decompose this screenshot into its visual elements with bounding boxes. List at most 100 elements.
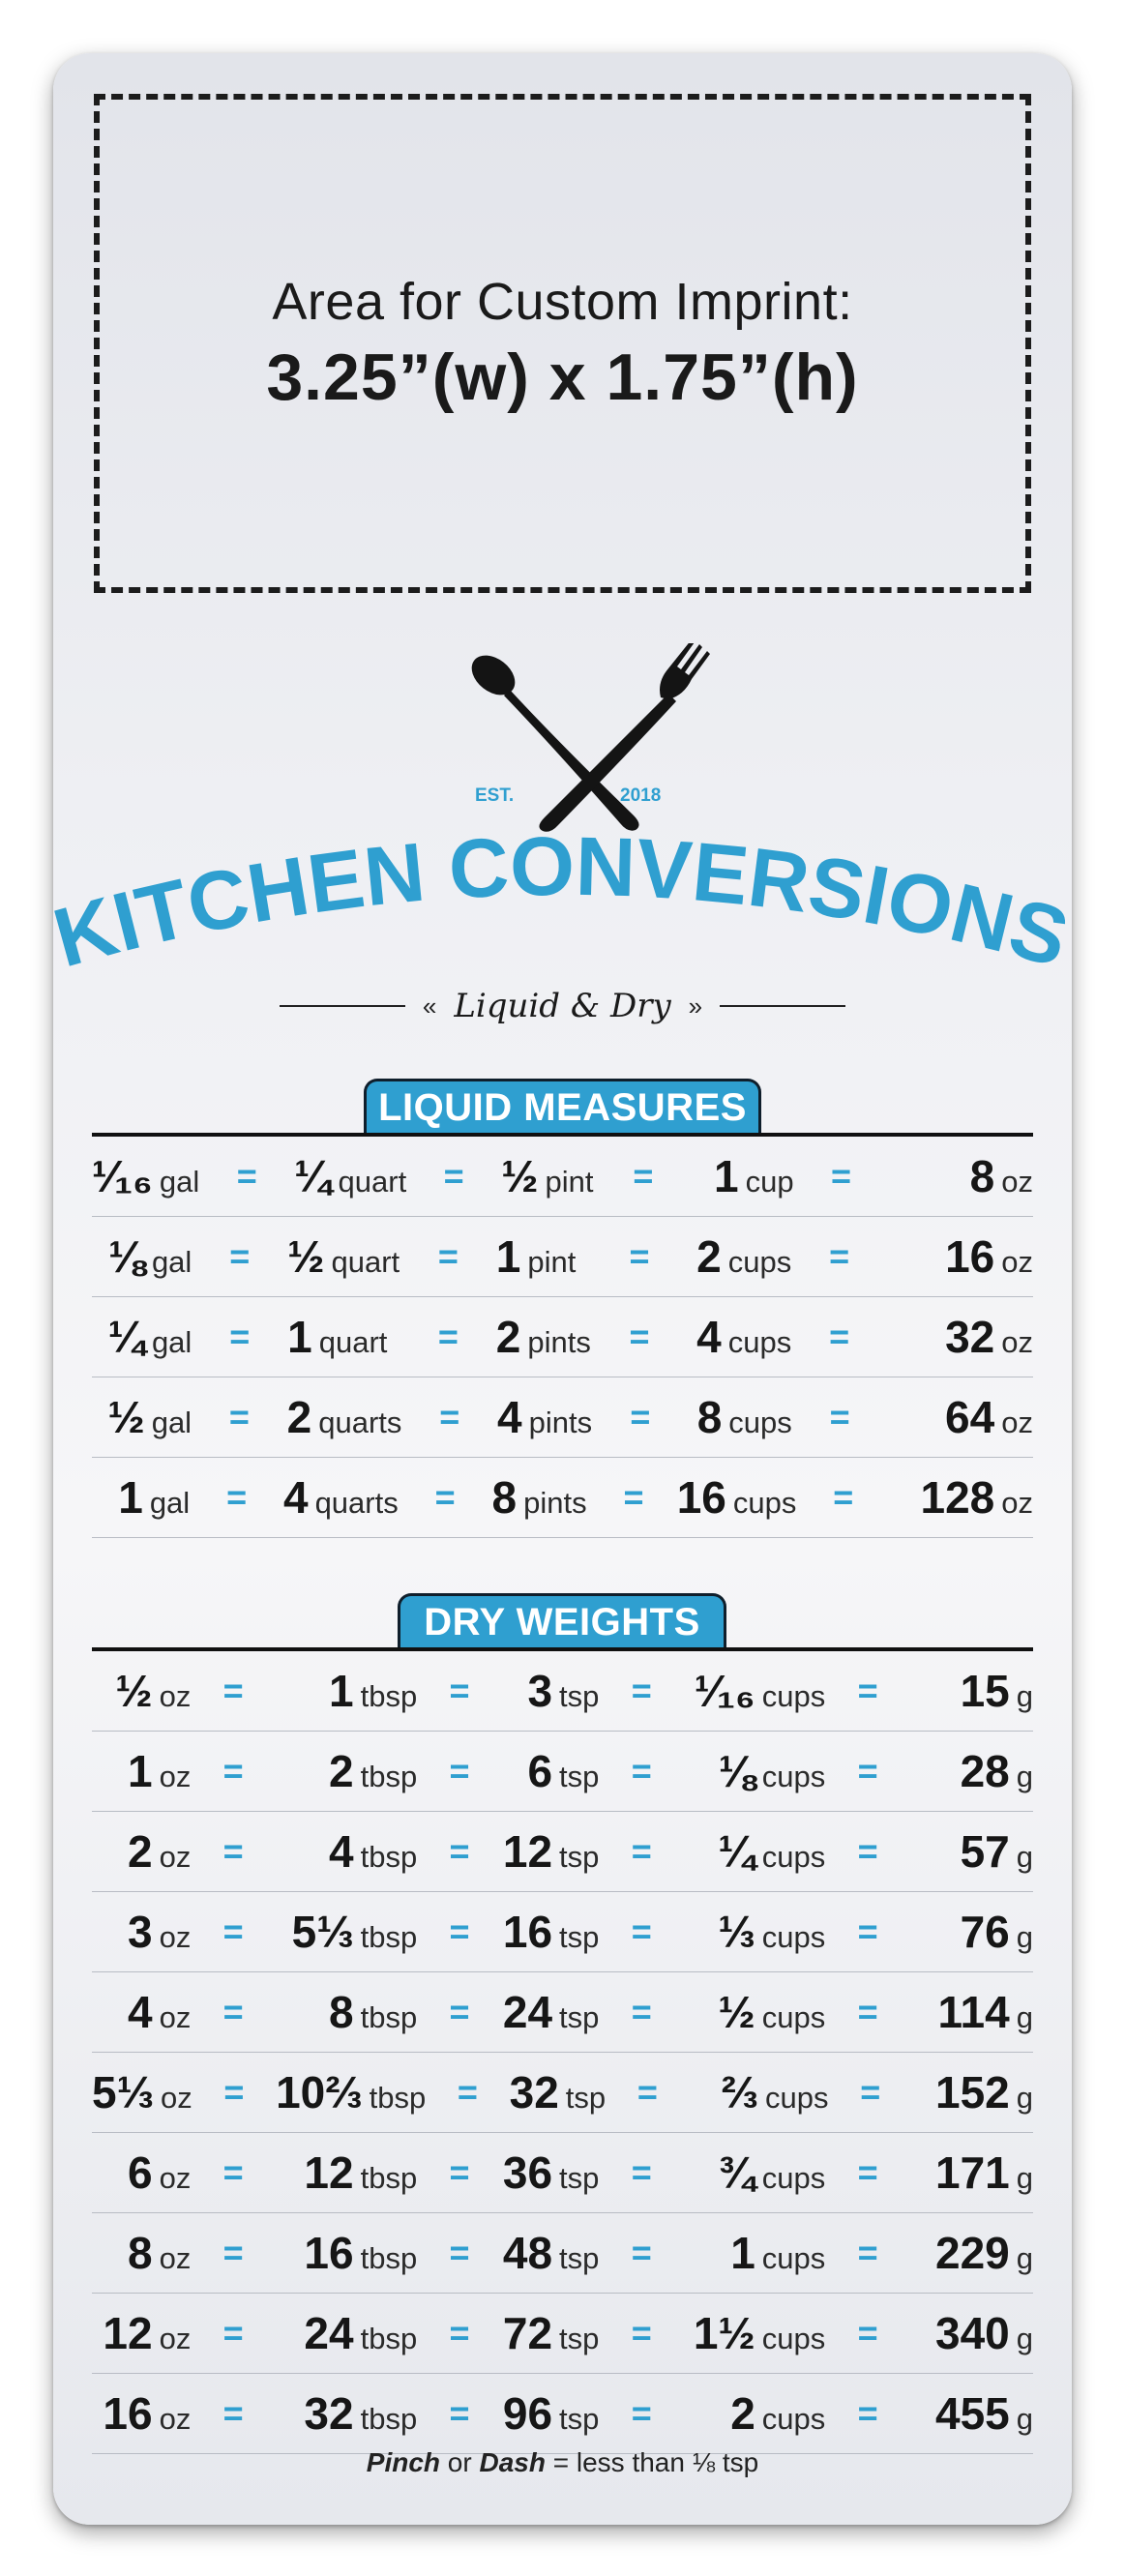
table-cell: 229 g — [910, 2227, 1033, 2279]
cell-value: 1 — [495, 1231, 521, 1282]
equals-sign: = — [623, 1477, 644, 1517]
table-cell: 1½ cups — [684, 2307, 825, 2359]
table-cell: 15 g — [910, 1665, 1033, 1717]
equals-sign: = — [449, 2313, 470, 2353]
table-cell: 8 oz — [92, 2227, 191, 2279]
cell-value: 152 — [935, 2067, 1010, 2117]
cell-unit: pint — [527, 1245, 577, 1279]
cell-value: 57 — [960, 1826, 1010, 1877]
table-cell: 6 tsp — [502, 1745, 600, 1797]
pinch-label: Pinch — [366, 2447, 441, 2477]
cell-unit: oz — [1001, 1406, 1033, 1439]
table-cell: 64 oz — [887, 1391, 1033, 1443]
custom-imprint-area: Area for Custom Imprint: 3.25”(w) x 1.75… — [94, 94, 1031, 593]
cell-unit: tsp — [559, 1760, 600, 1793]
equals-sign: = — [629, 1236, 650, 1276]
table-cell: 72 tsp — [502, 2307, 600, 2359]
equals-sign: = — [229, 1317, 251, 1356]
cell-unit: g — [1016, 2081, 1033, 2115]
equals-sign: = — [449, 2152, 470, 2192]
dry-weights-table: ½ oz = 1 tbsp = 3 tsp = ¹⁄₁₆ cups = 15 g 1 oz = 2 tbsp = 6 ts… — [92, 1651, 1033, 2454]
table-row: 1 gal = 4 quarts = 8 pints = 16 cups = 128 oz — [92, 1458, 1033, 1538]
year-label: 2018 — [620, 785, 662, 806]
cell-unit: cups — [727, 1245, 792, 1279]
est-label: EST. — [475, 785, 515, 806]
cell-value: 16 — [304, 2228, 354, 2278]
equals-sign: = — [222, 2233, 244, 2272]
equals-sign: = — [457, 2072, 478, 2112]
table-cell: 2 cups — [684, 2387, 825, 2440]
equals-sign: = — [629, 1317, 650, 1356]
cell-value: ½ — [501, 1151, 539, 1201]
equals-sign: = — [831, 1156, 852, 1196]
cell-value: 6 — [127, 2147, 153, 2198]
table-cell: 1 pint — [496, 1230, 592, 1283]
cell-value: ⅛ — [718, 1746, 755, 1796]
cell-unit: oz — [159, 2161, 192, 2195]
cell-unit: quart — [338, 1165, 407, 1199]
conversion-chart-magnet: Area for Custom Imprint: 3.25”(w) x 1.75… — [53, 53, 1072, 2525]
cell-value: ½ — [107, 1392, 145, 1442]
cell-value: 2 — [730, 2388, 755, 2439]
equals-sign: = — [857, 2313, 878, 2353]
cell-value: 8 — [696, 1392, 723, 1442]
cell-value: 3 — [127, 1907, 153, 1957]
cell-unit: g — [1016, 1679, 1033, 1713]
cell-unit: oz — [1001, 1325, 1033, 1359]
table-cell: 10⅔ tbsp — [276, 2066, 426, 2118]
cell-unit: oz — [159, 1920, 192, 1954]
cell-unit: gal — [151, 1245, 192, 1279]
cell-value: 72 — [502, 2308, 553, 2358]
table-cell: 171 g — [910, 2147, 1033, 2199]
equals-sign: = — [633, 1156, 654, 1196]
table-cell: 5⅓ oz — [92, 2066, 192, 2118]
table-cell: 4 quarts — [283, 1471, 399, 1524]
equals-sign: = — [449, 1831, 470, 1871]
cell-value: 10⅔ — [276, 2067, 363, 2117]
cell-unit: cups — [761, 1840, 826, 1874]
title-text: KITCHEN CONVERSIONS — [53, 820, 1072, 986]
cell-unit: oz — [159, 1840, 192, 1874]
table-cell: 114 g — [910, 1986, 1033, 2038]
table-cell: 1 quart — [287, 1311, 400, 1363]
cell-unit: gal — [149, 1486, 191, 1520]
table-cell: ¹⁄₁₆ gal — [92, 1150, 199, 1202]
equals-sign: = — [222, 1751, 244, 1791]
cell-value: ¼ — [107, 1312, 145, 1362]
cell-value: 32 — [945, 1312, 995, 1362]
dry-header-rule — [92, 1647, 1033, 1651]
equals-sign: = — [449, 1671, 470, 1710]
cell-value: ¾ — [718, 2147, 755, 2198]
cell-value: 455 — [934, 2388, 1010, 2439]
equals-sign: = — [631, 2233, 652, 2272]
table-cell: 57 g — [910, 1825, 1033, 1878]
cell-unit: tbsp — [360, 2241, 418, 2275]
dry-weights-header: DRY WEIGHTS — [398, 1593, 726, 1649]
table-cell: 16 tsp — [502, 1906, 600, 1958]
spoon-fork-icon — [471, 643, 710, 832]
table-cell: 8 oz — [889, 1150, 1033, 1202]
cell-unit: oz — [1001, 1245, 1033, 1279]
cell-unit: oz — [1001, 1486, 1033, 1520]
cell-value: 36 — [502, 2147, 553, 2198]
cell-value: 12 — [304, 2147, 354, 2198]
dash-label: Dash — [479, 2447, 546, 2477]
cell-unit: tsp — [559, 2161, 600, 2195]
table-cell: ½ cups — [684, 1986, 825, 2038]
table-cell: 1 oz — [92, 1745, 191, 1797]
cell-unit: tbsp — [360, 1840, 418, 1874]
cell-unit: oz — [159, 2000, 192, 2034]
cell-unit: tsp — [559, 2402, 600, 2436]
cell-unit: oz — [160, 2081, 192, 2115]
equals-sign: = — [229, 1236, 251, 1276]
cell-value: 8 — [329, 1987, 354, 2037]
table-row: ¹⁄₁₆ gal = ¼ quart = ½ pint = 1 cup = 8 oz — [92, 1137, 1033, 1217]
cell-value: 48 — [502, 2228, 553, 2278]
cell-value: 1 — [714, 1151, 739, 1201]
cell-unit: g — [1016, 2000, 1033, 2034]
equals-sign: = — [631, 1831, 652, 1871]
table-cell: 2 pints — [496, 1311, 592, 1363]
equals-sign: = — [222, 1671, 244, 1710]
table-cell: 32 tsp — [510, 2066, 607, 2118]
liquid-header-rule — [92, 1133, 1033, 1137]
